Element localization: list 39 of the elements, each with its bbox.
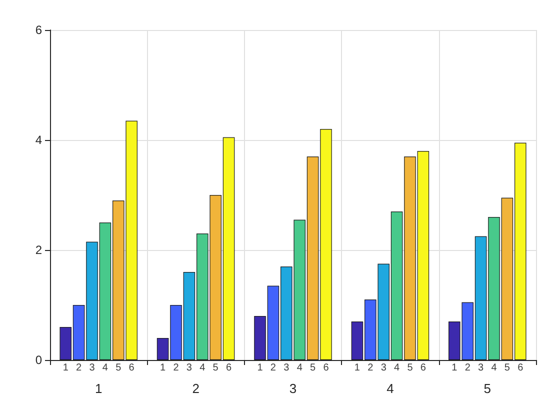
category-label: 4 bbox=[394, 362, 400, 374]
category-label: 1 bbox=[160, 362, 166, 374]
series-label: 5 bbox=[116, 362, 122, 374]
category-label: 2 bbox=[464, 362, 470, 374]
category-label: 3 bbox=[284, 362, 290, 374]
series-label: 3 bbox=[89, 362, 96, 374]
category-label: 3 bbox=[478, 362, 484, 374]
x-tick-label: 4 bbox=[386, 381, 394, 396]
y-tick-label: 6 bbox=[35, 23, 42, 37]
category-label: 3 bbox=[186, 362, 192, 374]
category-label: 5 bbox=[310, 362, 316, 374]
category-label: 2 bbox=[368, 362, 374, 374]
series-label: 2 bbox=[76, 362, 82, 374]
y-tick-label: 4 bbox=[35, 133, 42, 147]
series-label: 4 bbox=[102, 362, 108, 374]
text: 6 bbox=[518, 362, 524, 374]
category-label: 1 bbox=[257, 362, 263, 374]
category-label: 5 bbox=[212, 362, 218, 374]
category-label: 4 bbox=[491, 362, 497, 374]
x-tick-label: 1 bbox=[94, 381, 102, 396]
x-tick-label: 5 bbox=[484, 381, 492, 396]
category-label: 4 bbox=[296, 362, 302, 374]
category-label: 1 bbox=[452, 362, 458, 374]
series-label: 6 bbox=[128, 362, 135, 374]
category-label: 5 bbox=[407, 362, 413, 374]
y-tick-label: 2 bbox=[35, 243, 42, 257]
category-label: 4 bbox=[200, 362, 206, 374]
y-tick-label: 0 bbox=[35, 353, 42, 367]
x-tick-label: 3 bbox=[289, 381, 297, 396]
category-label: 2 bbox=[173, 362, 179, 374]
category-label: 3 bbox=[380, 362, 386, 374]
text: 6 bbox=[323, 362, 329, 374]
category-label: 5 bbox=[504, 362, 510, 374]
series-label: 1 bbox=[62, 362, 69, 374]
text: 6 bbox=[420, 362, 426, 374]
x-tick-label: 2 bbox=[192, 381, 200, 396]
category-label: 2 bbox=[270, 362, 276, 374]
category-label: 1 bbox=[354, 362, 360, 374]
text: 6 bbox=[226, 362, 232, 374]
